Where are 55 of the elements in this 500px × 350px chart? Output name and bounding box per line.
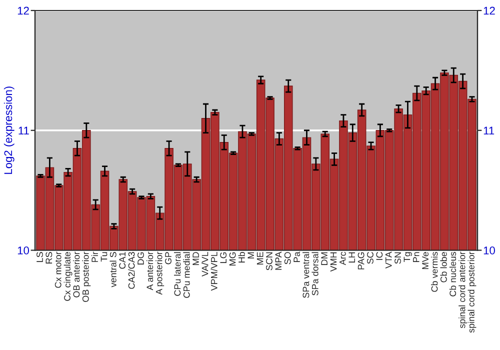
x-tick-label: CPu lateral (174, 252, 181, 296)
x-tick-label: RS (46, 252, 52, 264)
x-tick-label: LS (36, 252, 43, 262)
y2-tick-label: 10 (484, 246, 495, 254)
y-tick-label: 11 (18, 126, 29, 134)
x-tick-label: PAG (358, 252, 364, 270)
x-tick-label: SCN (266, 252, 272, 270)
x-tick-label: M (248, 252, 254, 258)
x-tick-label: Cb vermis (431, 252, 438, 292)
x-tick-label: A anterior (146, 252, 154, 290)
x-tick-label: Pn (413, 252, 420, 262)
x-tick-label: Cx cingulate (64, 252, 72, 301)
x-tick-label: VPM/VPL (210, 252, 218, 291)
y2-tick-label: 11 (484, 126, 494, 134)
x-tick-label: Cx motor (54, 252, 62, 288)
x-tick-label: ME (256, 252, 264, 264)
x-tick-label: SPa dorsal (312, 252, 318, 296)
x-tick-label: spinal cord posterior (468, 252, 476, 333)
x-tick-label: DG (138, 252, 144, 264)
x-tick-label: Arc (340, 252, 346, 266)
x-tick-label: Pa (294, 252, 300, 262)
x-tick-label: MPA (275, 252, 282, 270)
x-tick-label: Cb lobe (440, 252, 447, 282)
x-tick-label: SC (367, 252, 374, 264)
y2-tick-label: 12 (484, 6, 495, 15)
x-tick-label: SPa ventral (302, 252, 310, 298)
x-tick-label: MD (192, 252, 199, 265)
y-tick-label: 10 (18, 246, 30, 254)
x-tick-label: SO (284, 252, 291, 264)
x-tick-label: VMH (330, 252, 337, 272)
x-tick-label: CPu medial (183, 252, 190, 298)
y-axis-title: Log2 (expression) (4, 86, 14, 174)
x-tick-label: CA2/CA3 (128, 252, 135, 289)
x-tick-label: Pir (91, 252, 98, 262)
x-tick-label: A posterior (156, 252, 164, 295)
x-tick-label: SN (394, 252, 401, 264)
x-tick-label: CA1 (119, 252, 126, 269)
x-tick-label: MVe (422, 252, 429, 269)
x-tick-label: Tg (404, 252, 412, 262)
x-tick-label: spinal cord anterior (458, 252, 468, 328)
x-tick-label: Hb (238, 252, 245, 262)
x-tick-label: OB posterior (82, 252, 91, 302)
x-tick-label: LH (348, 252, 355, 262)
y-tick-label: 12 (18, 6, 29, 15)
x-tick-label: IC (376, 252, 383, 260)
x-tick-label: GP (165, 252, 172, 264)
x-tick-label: Tu (100, 252, 108, 262)
x-tick-label: Cb nucleus (449, 252, 456, 296)
x-tick-label: LG (220, 252, 227, 263)
x-tick-label: VTA (385, 252, 392, 268)
x-tick-label: VA/VL (202, 252, 208, 277)
x-tick-label: DM (321, 252, 328, 265)
x-tick-label: MG (229, 252, 236, 266)
x-tick-label: ventral S (110, 252, 116, 288)
x-tick-label: OB anterior (73, 252, 80, 298)
